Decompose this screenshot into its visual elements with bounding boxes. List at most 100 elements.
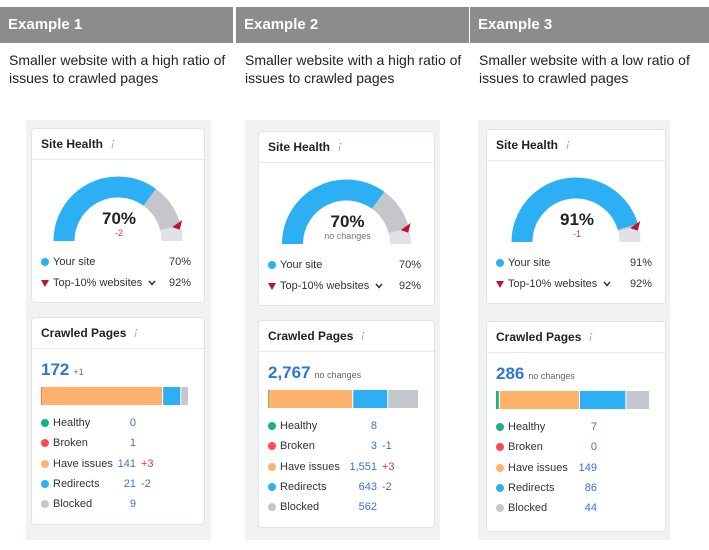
- info-icon: [361, 331, 365, 341]
- top10-marker: [630, 220, 641, 231]
- dot: [268, 503, 276, 512]
- row-dot: [268, 422, 276, 430]
- row-dot: [41, 439, 49, 448]
- dot: [268, 422, 276, 430]
- row-count: 643: [358, 480, 377, 493]
- dot: [41, 258, 49, 266]
- total-count: 172: [41, 360, 70, 379]
- legend-your-site: Your site: [496, 257, 550, 269]
- row-name: Blocked: [280, 501, 320, 514]
- column-header: Example 1: [0, 7, 233, 43]
- row-label: Blocked: [268, 501, 319, 513]
- legend-label: Your site: [508, 257, 551, 269]
- total-count: 2,767: [268, 363, 311, 382]
- legend-value: 92%: [398, 280, 421, 292]
- crawled-pages-card: Crawled Pages 172 +1 Healthy 0 Broken 1 Have is…: [31, 317, 205, 525]
- dropdown-chevron: [375, 283, 383, 289]
- row-change: -2: [141, 477, 151, 490]
- row-dot: [41, 479, 49, 488]
- legend-value: 70%: [398, 259, 421, 271]
- legend-triangle: [268, 283, 276, 290]
- row-label: Have issues: [268, 461, 340, 473]
- row-dot: [41, 500, 49, 509]
- divider: [259, 162, 434, 163]
- top10-marker: [400, 222, 411, 233]
- info-dot: [135, 328, 138, 331]
- health-change: -1: [572, 229, 581, 239]
- column-header: Example 3: [470, 7, 709, 43]
- card-title-text: Site Health: [41, 137, 104, 151]
- row-name: Healthy: [508, 421, 546, 433]
- stacked-bar: [41, 387, 188, 405]
- column-header: Example 2: [236, 7, 469, 43]
- row-label: Broken: [496, 441, 543, 453]
- info-dot: [567, 140, 570, 143]
- chevron: [603, 281, 611, 287]
- bar-segment: [41, 387, 42, 405]
- row-name: Blocked: [508, 502, 548, 515]
- dot: [268, 442, 276, 451]
- bar-segment: [163, 387, 181, 405]
- legend-value: 92%: [629, 278, 652, 290]
- dot: [496, 423, 504, 431]
- row-change: +3: [382, 460, 395, 473]
- info-dot: [590, 332, 593, 335]
- legend-top10[interactable]: Top-10% websites: [41, 277, 156, 289]
- row-label: Healthy: [496, 421, 545, 433]
- health-score: 70%: [330, 212, 365, 231]
- row-count: 0: [590, 441, 597, 454]
- gauge-rest-arc: [618, 225, 641, 243]
- tri: [41, 280, 49, 287]
- info-stem: [361, 334, 364, 341]
- gauge: [282, 179, 411, 245]
- row-name: Have issues: [53, 457, 113, 470]
- row-label: Healthy: [41, 417, 90, 429]
- card-title: Crawled Pages: [268, 329, 367, 343]
- gauge: [511, 177, 641, 243]
- dot: [41, 419, 49, 427]
- row-dot: [268, 503, 276, 512]
- row-label: Redirects: [41, 478, 99, 490]
- gauge: [53, 176, 183, 242]
- card-title: Site Health: [41, 137, 117, 151]
- total-change: +1: [73, 367, 84, 377]
- bar-segment: [496, 391, 499, 409]
- row-label: Healthy: [268, 420, 317, 432]
- description: Smaller website with a low ratio of issu…: [479, 52, 690, 86]
- gauge-gap-arc: [371, 191, 409, 234]
- legend-top10[interactable]: Top-10% websites: [496, 278, 611, 290]
- legend-dot: [496, 259, 504, 267]
- row-name: Broken: [53, 437, 88, 450]
- health-change: -2: [114, 228, 123, 238]
- dot: [496, 463, 504, 472]
- info-icon: [566, 140, 570, 150]
- dot: [41, 479, 49, 488]
- row-count: 44: [584, 502, 597, 515]
- site-health-card: Site Health 70% -2 Your site 70% Top-10% webs…: [31, 128, 205, 303]
- info-dot: [339, 142, 342, 145]
- row-change: -2: [382, 480, 392, 493]
- row-count: 8: [370, 420, 377, 432]
- bar-segment: [353, 390, 388, 408]
- bar-segment: [626, 391, 649, 409]
- row-dot: [496, 423, 504, 431]
- legend-top10[interactable]: Top-10% websites: [268, 280, 383, 292]
- row-name: Broken: [280, 440, 315, 453]
- dot: [496, 443, 504, 452]
- row-name: Redirects: [53, 477, 100, 490]
- legend-triangle: [496, 281, 504, 288]
- row-count: 9: [129, 498, 136, 511]
- card-title-text: Crawled Pages: [496, 330, 582, 344]
- dot: [41, 439, 49, 448]
- row-count: 1,551: [349, 460, 377, 473]
- row-name: Redirects: [280, 480, 327, 493]
- gauge-gap-arc: [143, 188, 181, 231]
- total-change: no changes: [528, 371, 575, 381]
- row-count: 7: [590, 421, 597, 433]
- info-stem: [589, 335, 592, 342]
- card-title-text: Crawled Pages: [268, 329, 354, 343]
- legend-dot: [268, 261, 276, 269]
- dot: [268, 462, 276, 471]
